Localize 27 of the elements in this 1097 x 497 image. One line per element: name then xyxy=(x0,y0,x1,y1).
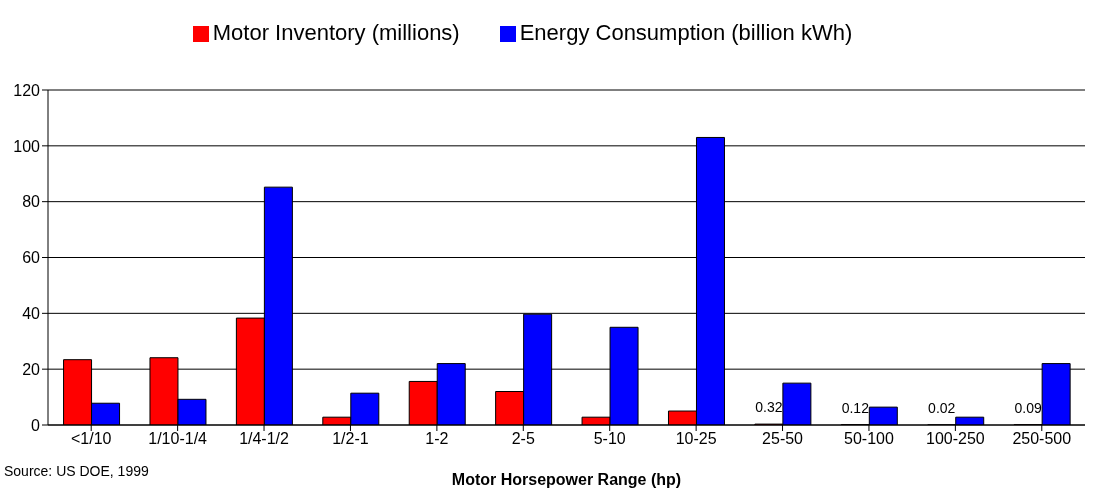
x-tick-label: 1/2-1 xyxy=(332,430,369,448)
x-tick-label: 10-25 xyxy=(675,430,717,448)
y-tick-label: 120 xyxy=(13,81,41,99)
x-tick-label: 250-500 xyxy=(1012,430,1072,448)
y-tick-label: 100 xyxy=(13,137,41,155)
x-tick-label: 100-250 xyxy=(926,430,985,448)
y-tick-label: 0 xyxy=(31,416,41,434)
x-tick-label: 1-2 xyxy=(425,430,449,448)
x-tick-label: 1/4-1/2 xyxy=(239,430,290,448)
x-tick-label: 1/10-1/4 xyxy=(148,430,208,448)
x-tick-label: 50-100 xyxy=(844,430,894,448)
data-label: 0.12 xyxy=(841,399,870,416)
legend-label: Energy Consumption (billion kWh) xyxy=(519,20,853,45)
data-label: 0.09 xyxy=(1014,399,1042,416)
x-tick-label: <1/10 xyxy=(70,430,112,448)
x-tick-label: 2-5 xyxy=(511,430,535,448)
x-tick-label: 5-10 xyxy=(593,430,626,448)
y-tick-label: 60 xyxy=(22,249,41,267)
y-tick-label: 80 xyxy=(22,193,41,211)
source-note: Source: US DOE, 1999 xyxy=(4,463,149,479)
x-tick-label: 25-50 xyxy=(762,430,804,448)
legend-label: Motor Inventory (millions) xyxy=(212,20,460,45)
data-label: 0.32 xyxy=(755,399,783,416)
x-axis-title: Motor Horsepower Range (hp) xyxy=(451,471,682,488)
y-tick-label: 20 xyxy=(22,360,41,378)
y-tick-label: 40 xyxy=(22,305,41,323)
data-label: 0.02 xyxy=(928,399,956,416)
